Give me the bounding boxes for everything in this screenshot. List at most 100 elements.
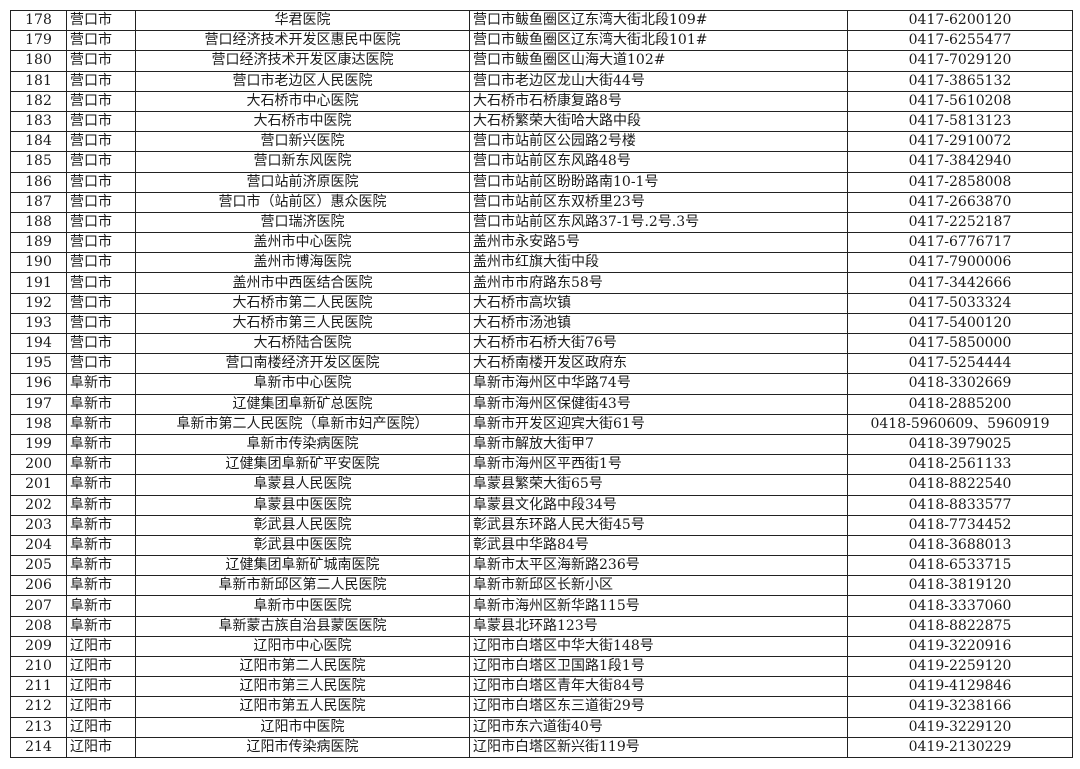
hospital-name-cell: 营口新东风医院 [135, 151, 470, 173]
phone-cell: 0418-5960609、5960919 [847, 413, 1073, 435]
city-cell: 营口市 [66, 131, 136, 153]
row-number: 213 [10, 716, 67, 738]
hospital-name-cell: 大石桥市中医院 [135, 110, 470, 133]
row-number: 205 [10, 555, 67, 577]
hospital-name-cell: 大石桥市中心医院 [135, 90, 470, 112]
city-cell: 营口市 [66, 232, 136, 254]
row-number: 192 [10, 292, 67, 314]
address-cell: 阜新市海州区平西街1号 [469, 454, 848, 476]
table-row: 178 营口市 华君医院 营口市鲅鱼圈区辽东湾大街北段109# 0417-6200120 [10, 9, 1073, 32]
hospital-name-cell: 彰武县中医医院 [135, 534, 470, 557]
hospital-name-cell: 阜新市传染病医院 [135, 433, 470, 456]
row-number: 191 [10, 272, 67, 294]
city-cell: 营口市 [66, 151, 136, 173]
table-row: 179 营口市 营口经济技术开发区惠民中医院 营口市鲅鱼圈区辽东湾大街北段101# 04… [10, 30, 1073, 52]
address-cell: 盖州市红旗大街中段 [469, 252, 848, 274]
hospital-name-cell: 辽阳市中医院 [135, 716, 470, 738]
phone-cell: 0417-2663870 [847, 191, 1073, 213]
table-row: 211 辽阳市 辽阳市第三人民医院 辽阳市白塔区青年大街84号 0419-4129846 [10, 676, 1073, 698]
hospital-name-cell: 辽阳市中心医院 [135, 635, 470, 658]
city-cell: 阜新市 [66, 575, 136, 597]
address-cell: 营口市站前区东风路37-1号.2号.3号 [469, 211, 848, 234]
phone-cell: 0419-3220916 [847, 635, 1073, 658]
hospital-name-cell: 阜新蒙古族自治县蒙医医院 [135, 615, 470, 637]
city-cell: 辽阳市 [66, 716, 136, 738]
phone-cell: 0419-2259120 [847, 655, 1073, 678]
address-cell: 辽阳市白塔区中华大街148号 [469, 635, 848, 658]
phone-cell: 0418-8822875 [847, 615, 1073, 637]
city-cell: 阜新市 [66, 555, 136, 577]
row-number: 190 [10, 252, 67, 274]
row-number: 208 [10, 615, 67, 637]
hospital-name-cell: 阜新市新邱区第二人民医院 [135, 575, 470, 597]
row-number: 196 [10, 373, 67, 395]
address-cell: 营口市站前区盼盼路南10-1号 [469, 171, 848, 193]
hospital-name-cell: 大石桥市第三人民医院 [135, 312, 470, 335]
phone-cell: 0417-5813123 [847, 110, 1073, 133]
city-cell: 阜新市 [66, 393, 136, 415]
address-cell: 阜蒙县北环路123号 [469, 615, 848, 637]
row-number: 189 [10, 232, 67, 254]
table-row: 198 阜新市 阜新市第二人民医院（阜新市妇产医院） 阜新市开发区迎宾大街61号 041… [10, 413, 1073, 435]
phone-cell: 0419-2130229 [847, 736, 1073, 758]
row-number: 186 [10, 171, 67, 193]
city-cell: 营口市 [66, 292, 136, 314]
address-cell: 大石桥南楼开发区政府东 [469, 353, 848, 375]
table-row: 195 营口市 营口南楼经济开发区医院 大石桥南楼开发区政府东 0417-5254444 [10, 353, 1073, 375]
phone-cell: 0419-3229120 [847, 716, 1073, 738]
address-cell: 营口市鲅鱼圈区辽东湾大街北段109# [469, 9, 848, 32]
table-row: 197 阜新市 辽健集团阜新矿总医院 阜新市海州区保健街43号 0418-2885200 [10, 393, 1073, 415]
phone-cell: 0417-5850000 [847, 332, 1073, 355]
city-cell: 辽阳市 [66, 676, 136, 698]
row-number: 179 [10, 30, 67, 52]
address-cell: 大石桥市高坎镇 [469, 292, 848, 314]
address-cell: 营口市鲅鱼圈区山海大道102# [469, 50, 848, 72]
phone-cell: 0419-3238166 [847, 696, 1073, 718]
row-number: 210 [10, 655, 67, 678]
table-row: 185 营口市 营口新东风医院 营口市站前区东风路48号 0417-3842940 [10, 151, 1073, 173]
city-cell: 营口市 [66, 191, 136, 213]
table-row: 205 阜新市 辽健集团阜新矿城南医院 阜新市太平区海新路236号 0418-65337… [10, 555, 1073, 577]
address-cell: 彰武县中华路84号 [469, 534, 848, 557]
address-cell: 辽阳市白塔区卫国路1段1号 [469, 655, 848, 678]
hospital-name-cell: 营口经济技术开发区惠民中医院 [135, 30, 470, 52]
address-cell: 阜新市新邱区长新小区 [469, 575, 848, 597]
city-cell: 营口市 [66, 211, 136, 234]
row-number: 194 [10, 332, 67, 355]
hospital-name-cell: 辽健集团阜新矿平安医院 [135, 454, 470, 476]
row-number: 199 [10, 433, 67, 456]
phone-cell: 0417-6200120 [847, 9, 1073, 32]
hospital-name-cell: 阜蒙县中医医院 [135, 494, 470, 516]
table-row: 204 阜新市 彰武县中医医院 彰武县中华路84号 0418-3688013 [10, 534, 1073, 557]
phone-cell: 0417-5400120 [847, 312, 1073, 335]
address-cell: 营口市鲅鱼圈区辽东湾大街北段101# [469, 30, 848, 52]
phone-cell: 0417-5254444 [847, 353, 1073, 375]
city-cell: 辽阳市 [66, 635, 136, 658]
city-cell: 阜新市 [66, 454, 136, 476]
table-row: 194 营口市 大石桥陆合医院 大石桥市石桥大街76号 0417-5850000 [10, 332, 1073, 355]
hospital-name-cell: 阜新市中心医院 [135, 373, 470, 395]
table-row: 200 阜新市 辽健集团阜新矿平安医院 阜新市海州区平西街1号 0418-2561133 [10, 454, 1073, 476]
phone-cell: 0417-5033324 [847, 292, 1073, 314]
address-cell: 大石桥市石桥大街76号 [469, 332, 848, 355]
phone-cell: 0418-2561133 [847, 454, 1073, 476]
hospital-name-cell: 营口市（站前区）惠众医院 [135, 191, 470, 213]
city-cell: 辽阳市 [66, 696, 136, 718]
phone-cell: 0419-4129846 [847, 676, 1073, 698]
table-row: 190 营口市 盖州市博海医院 盖州市红旗大街中段 0417-7900006 [10, 252, 1073, 274]
phone-cell: 0418-2885200 [847, 393, 1073, 415]
phone-cell: 0417-3865132 [847, 70, 1073, 92]
address-cell: 阜新市海州区中华路74号 [469, 373, 848, 395]
city-cell: 阜新市 [66, 413, 136, 435]
address-cell: 阜新市太平区海新路236号 [469, 555, 848, 577]
hospital-name-cell: 阜新市第二人民医院（阜新市妇产医院） [135, 413, 470, 435]
phone-cell: 0418-3819120 [847, 575, 1073, 597]
address-cell: 辽阳市东六道街40号 [469, 716, 848, 738]
address-cell: 营口市老边区龙山大街44号 [469, 70, 848, 92]
city-cell: 营口市 [66, 312, 136, 335]
row-number: 202 [10, 494, 67, 516]
row-number: 183 [10, 110, 67, 133]
table-row: 188 营口市 营口瑞济医院 营口市站前区东风路37-1号.2号.3号 0417-225… [10, 211, 1073, 234]
hospital-name-cell: 盖州市中心医院 [135, 232, 470, 254]
phone-cell: 0417-7900006 [847, 252, 1073, 274]
